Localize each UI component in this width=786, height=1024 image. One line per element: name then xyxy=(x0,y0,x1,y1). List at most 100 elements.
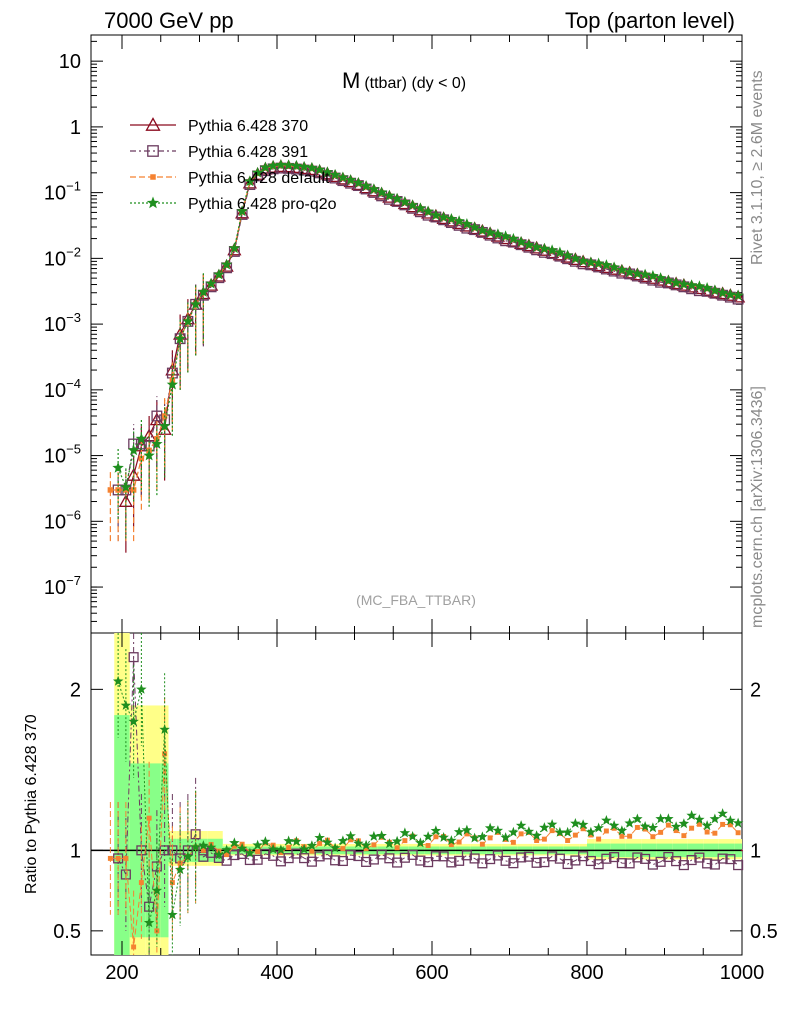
marker-default xyxy=(596,836,602,842)
marker-pro-q2o xyxy=(353,837,364,848)
marker-pro-q2o xyxy=(407,831,418,841)
marker-pro-q2o xyxy=(127,444,140,456)
marker-pro-q2o xyxy=(344,174,357,185)
ratio-panel-frame xyxy=(90,632,743,956)
marker-pro-q2o xyxy=(508,826,519,837)
marker-pro-q2o xyxy=(298,843,310,854)
marker-pro-q2o xyxy=(662,274,675,286)
marker-370 xyxy=(219,258,234,272)
marker-370 xyxy=(145,117,161,131)
marker-pro-q2o xyxy=(368,183,380,195)
marker-391 xyxy=(686,855,697,866)
marker-default xyxy=(278,850,284,855)
marker-pro-q2o xyxy=(306,840,318,851)
marker-391 xyxy=(725,854,736,865)
marker-pro-q2o xyxy=(112,675,124,686)
y-tick-label: 10−3 xyxy=(44,310,81,336)
marker-default xyxy=(402,838,408,844)
marker-default xyxy=(588,832,594,838)
marker-pro-q2o xyxy=(694,814,705,825)
marker-391 xyxy=(733,860,744,871)
marker-default xyxy=(650,834,656,840)
marker-pro-q2o xyxy=(647,269,659,281)
marker-pro-q2o xyxy=(585,826,597,837)
marker-391 xyxy=(353,851,364,862)
marker-391 xyxy=(438,851,449,862)
marker-pro-q2o xyxy=(205,842,217,852)
marker-default xyxy=(371,842,377,848)
ratio-y-tick-label-right: 0.5 xyxy=(750,921,778,943)
marker-default xyxy=(518,831,524,837)
marker-default xyxy=(634,824,640,830)
marker-pro-q2o xyxy=(298,160,310,172)
marker-default xyxy=(448,842,454,848)
legend-label-s391: Pythia 6.428 391 xyxy=(188,144,308,161)
marker-pro-q2o xyxy=(190,841,201,852)
marker-pro-q2o xyxy=(236,205,248,217)
marker-391 xyxy=(454,855,465,866)
marker-370 xyxy=(211,268,226,282)
marker-default xyxy=(712,830,718,836)
marker-391 xyxy=(446,857,457,868)
marker-default xyxy=(309,848,315,854)
marker-391 xyxy=(616,858,627,869)
marker-pro-q2o xyxy=(314,832,325,843)
plot-title-sub: (ttbar) (dy < 0) xyxy=(364,75,466,92)
marker-391 xyxy=(314,851,325,862)
marker-pro-q2o xyxy=(198,840,209,851)
marker-391 xyxy=(147,145,159,157)
y-tick-label: 10−6 xyxy=(44,507,81,533)
y-tick-label: 10−7 xyxy=(44,573,81,599)
marker-391 xyxy=(508,858,519,869)
marker-default xyxy=(340,846,346,852)
marker-default xyxy=(317,840,323,846)
marker-391 xyxy=(562,858,573,870)
marker-pro-q2o xyxy=(120,481,132,493)
marker-pro-q2o xyxy=(476,224,489,236)
marker-pro-q2o xyxy=(329,168,341,180)
marker-pro-q2o xyxy=(461,824,473,835)
legend-label-sdefault: Pythia 6.428 default xyxy=(188,170,330,187)
marker-pro-q2o xyxy=(221,844,232,855)
marker-default xyxy=(727,822,733,828)
marker-391 xyxy=(624,858,635,869)
marker-default xyxy=(394,845,400,851)
marker-default xyxy=(363,846,369,852)
marker-pro-q2o xyxy=(151,438,163,449)
marker-pro-q2o xyxy=(236,842,248,853)
marker-pro-q2o xyxy=(360,180,372,191)
marker-pro-q2o xyxy=(685,279,698,291)
marker-pro-q2o xyxy=(570,818,581,828)
marker-pro-q2o xyxy=(554,246,566,258)
marker-pro-q2o xyxy=(283,835,294,846)
marker-pro-q2o xyxy=(608,820,620,830)
header-right: Top (parton level) xyxy=(565,8,735,33)
marker-391 xyxy=(306,856,317,867)
marker-pro-q2o xyxy=(616,264,628,275)
marker-pro-q2o xyxy=(592,257,605,269)
marker-pro-q2o xyxy=(709,813,721,824)
marker-pro-q2o xyxy=(469,832,480,843)
marker-pro-q2o xyxy=(282,159,295,171)
x-tick-label: 200 xyxy=(105,962,138,984)
marker-391 xyxy=(694,852,705,863)
side-label-bottom: mcplots.cern.ch [arXiv:1306.3436] xyxy=(749,386,766,628)
side-label-top: Rivet 3.1.10, ≥ 2.6M events xyxy=(749,70,766,265)
ratio-y-tick-label: 0.5 xyxy=(53,921,81,943)
marker-pro-q2o xyxy=(368,830,380,841)
marker-pro-q2o xyxy=(422,831,434,842)
marker-391 xyxy=(516,852,527,863)
marker-pro-q2o xyxy=(220,258,233,270)
marker-default xyxy=(611,825,617,831)
marker-pro-q2o xyxy=(655,813,666,824)
y-tick-base: 10 xyxy=(44,248,66,270)
marker-pro-q2o xyxy=(492,228,504,240)
marker-default xyxy=(348,837,354,843)
legend-label-s370: Pythia 6.428 370 xyxy=(188,118,308,135)
x-tick-label: 1000 xyxy=(720,962,765,984)
marker-pro-q2o xyxy=(546,244,558,256)
marker-pro-q2o xyxy=(631,267,644,279)
marker-391 xyxy=(554,853,565,864)
marker-pro-q2o xyxy=(693,280,706,292)
marker-pro-q2o xyxy=(151,885,163,895)
